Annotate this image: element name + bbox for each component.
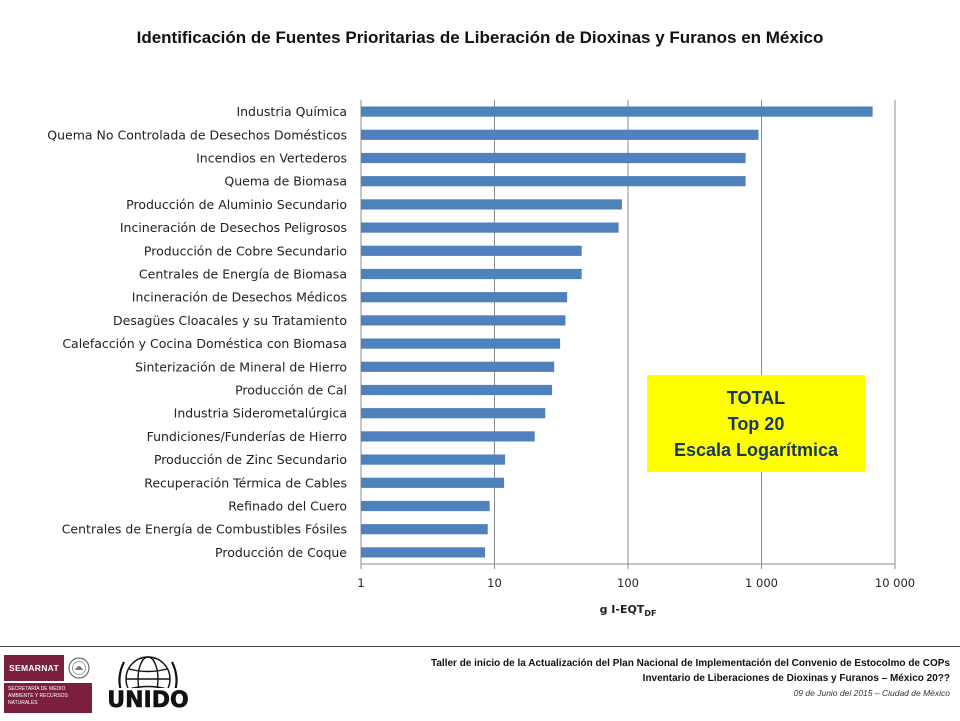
category-label: Refinado del Cuero: [228, 499, 347, 514]
category-label: Fundiciones/Funderías de Hierro: [147, 429, 347, 444]
bar: [361, 129, 759, 140]
semarnat-logo: SEMARNAT SECRETARÍA DE MEDIO AMBIENTE Y …: [4, 655, 92, 713]
category-label: Centrales de Energía de Biomasa: [139, 267, 347, 282]
bar: [361, 547, 486, 558]
category-label: Recuperación Térmica de Cables: [144, 475, 347, 490]
bar: [361, 315, 566, 326]
bar: [361, 245, 582, 256]
bar: [361, 500, 490, 512]
unido-wordmark: UNIDO: [108, 688, 188, 713]
unido-logo: UNIDO: [107, 652, 189, 716]
bar: [361, 292, 568, 303]
bar: [361, 454, 506, 465]
footer-inventory-line: Inventario de Liberaciones de Dioxinas y…: [642, 673, 950, 684]
x-tick-label: 100: [617, 576, 639, 590]
bar-chart: Industria Química Quema No Controlada de …: [47, 100, 915, 618]
bar: [361, 384, 553, 396]
x-tick-label: 1: [357, 576, 364, 590]
bar: [361, 152, 746, 164]
chart-title: Identificación de Fuentes Prioritarias d…: [136, 28, 824, 47]
bar: [361, 176, 746, 187]
mexico-seal-icon: [66, 655, 92, 681]
category-label: Sinterización de Mineral de Hierro: [135, 359, 347, 374]
x-tick-label: 1 000: [745, 576, 778, 590]
category-label: Desagües Cloacales y su Tratamiento: [113, 313, 347, 328]
x-axis-title: g I-EQTDF: [600, 603, 657, 618]
category-label: Producción de Cobre Secundario: [144, 243, 347, 258]
x-tick-label: 10 000: [875, 576, 915, 590]
footer-text: Taller de inicio de la Actualización del…: [310, 656, 950, 701]
category-label: Incineración de Desechos Peligrosos: [120, 220, 347, 235]
bar: [361, 106, 873, 117]
bar: [361, 361, 555, 372]
bar: [361, 268, 582, 280]
category-label: Industria Química: [236, 104, 347, 119]
category-label: Quema No Controlada de Desechos Doméstic…: [47, 127, 347, 142]
bar: [361, 477, 505, 488]
x-tick-label: 10: [487, 576, 502, 590]
footer-workshop-line: Taller de inicio de la Actualización del…: [430, 658, 950, 669]
footer-date: 09 de Junio del 2015 – Ciudad de México: [793, 688, 950, 698]
annotation-total: TOTAL: [726, 387, 786, 408]
category-label: Calefacción y Cocina Doméstica con Bioma…: [62, 336, 347, 351]
category-label: Producción de Aluminio Secundario: [126, 197, 347, 212]
category-label: Incineración de Desechos Médicos: [132, 290, 347, 305]
semarnat-wordmark: SEMARNAT: [4, 655, 64, 681]
footer-divider: [0, 646, 960, 647]
total-annotation-box: TOTAL Top 20 Escala Logarítmica: [647, 375, 865, 472]
bar: [361, 431, 535, 442]
category-label: Centrales de Energía de Combustibles Fós…: [62, 522, 347, 537]
bar: [361, 338, 561, 349]
category-label: Producción de Zinc Secundario: [154, 452, 347, 467]
annotation-log-scale: Escala Logarítmica: [673, 439, 839, 460]
annotation-top20: Top 20: [727, 413, 785, 434]
bar: [361, 222, 619, 233]
category-label: Quema de Biomasa: [224, 174, 347, 189]
bar: [361, 524, 488, 535]
category-label: Producción de Coque: [215, 545, 347, 560]
category-label: Industria Siderometalúrgica: [174, 406, 347, 421]
category-label: Incendios en Vertederos: [196, 151, 347, 166]
semarnat-subtitle: SECRETARÍA DE MEDIO AMBIENTE Y RECURSOS …: [4, 683, 92, 713]
bar: [361, 408, 546, 419]
bar: [361, 199, 622, 210]
category-label: Producción de Cal: [235, 383, 347, 398]
